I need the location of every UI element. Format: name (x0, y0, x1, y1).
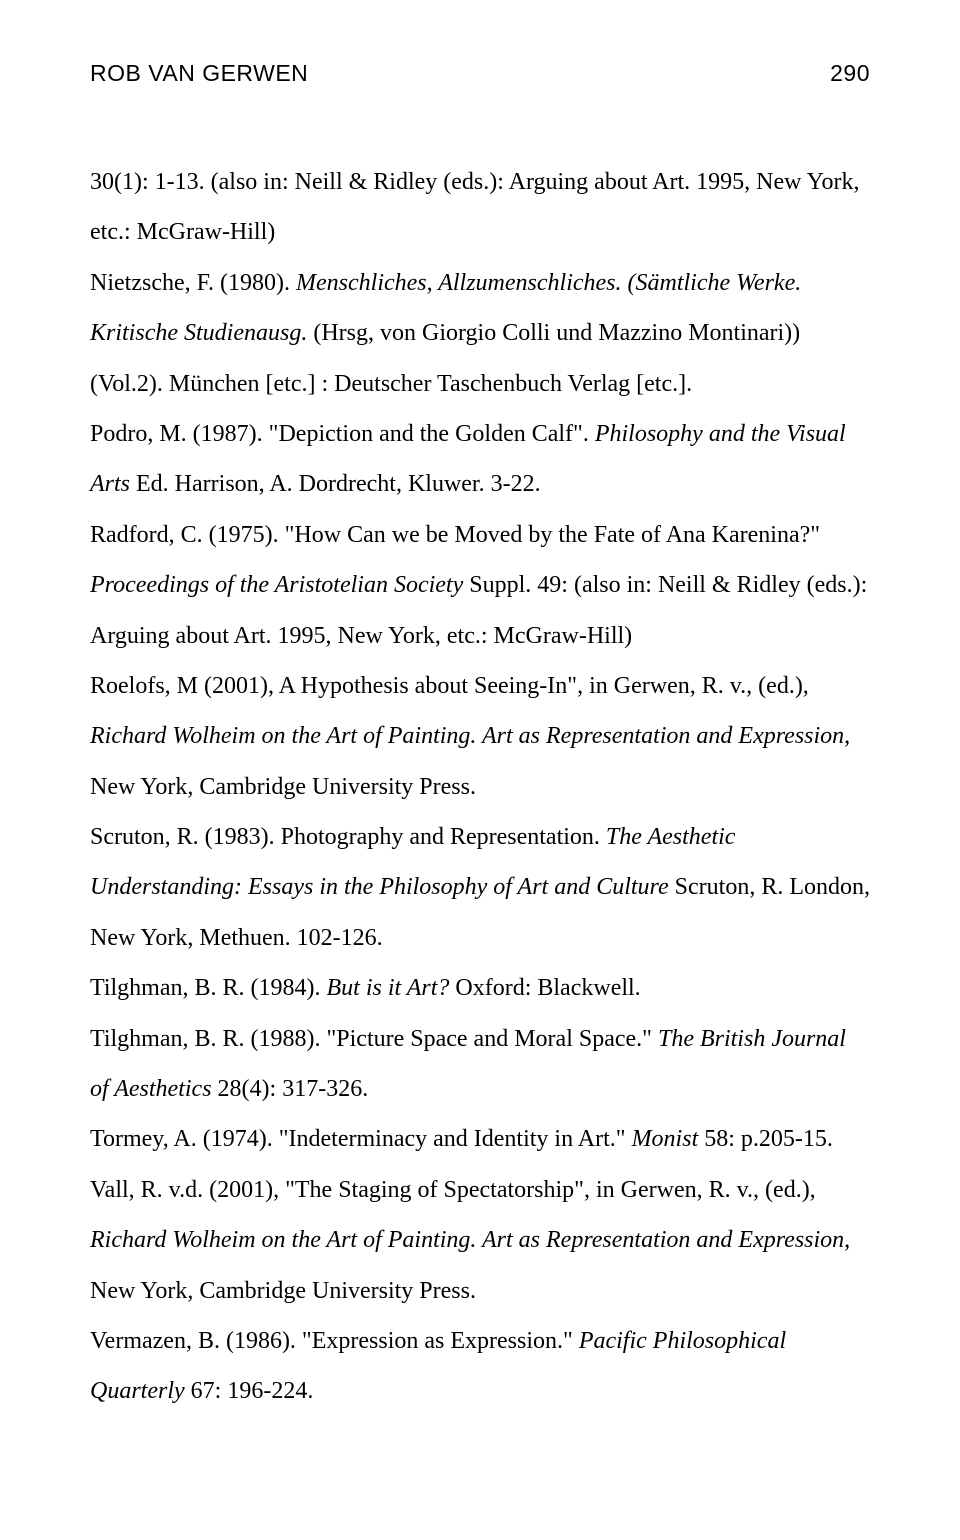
ref-6-plain: Scruton, R. (1983). Photography and Repr… (90, 824, 606, 850)
ref-8-tail: 28(4): 317-326. (212, 1076, 369, 1102)
ref-5-plain: Roelofs, M (2001), A Hypothesis about Se… (90, 673, 809, 699)
ref-10-plain: Vall, R. v.d. (2001), "The Staging of Sp… (90, 1177, 816, 1203)
ref-8-plain: Tilghman, B. R. (1988). "Picture Space a… (90, 1026, 658, 1052)
ref-11-tail: 67: 196-224. (185, 1378, 314, 1404)
ref-4-italic: Proceedings of the Aristotelian Society (90, 572, 463, 598)
ref-7-tail: Oxford: Blackwell. (449, 975, 640, 1001)
header-author: ROB VAN GERWEN (90, 60, 308, 87)
page-container: ROB VAN GERWEN 290 30(1): 1-13. (also in… (0, 0, 960, 1477)
ref-11-plain: Vermazen, B. (1986). "Expression as Expr… (90, 1328, 579, 1354)
page-header: ROB VAN GERWEN 290 (90, 60, 870, 87)
ref-4-plain: Radford, C. (1975). "How Can we be Moved… (90, 522, 820, 548)
ref-3-tail: Ed. Harrison, A. Dordrecht, Kluwer. 3-22… (130, 471, 541, 497)
ref-7-italic: But is it Art? (326, 975, 449, 1001)
header-page-number: 290 (830, 60, 870, 87)
ref-5-italic: Richard Wolheim on the Art of Painting. … (90, 723, 844, 749)
references-body: 30(1): 1-13. (also in: Neill & Ridley (e… (90, 157, 870, 1417)
ref-9-plain: Tormey, A. (1974). "Indeterminacy and Id… (90, 1126, 632, 1152)
ref-2-plain: Nietzsche, F. (1980). (90, 270, 296, 296)
ref-9-italic: Monist (632, 1126, 699, 1152)
ref-1: 30(1): 1-13. (also in: Neill & Ridley (e… (90, 169, 860, 245)
ref-3-plain: Podro, M. (1987). "Depiction and the Gol… (90, 421, 595, 447)
ref-10-italic: Richard Wolheim on the Art of Painting. … (90, 1227, 844, 1253)
ref-9-tail: 58: p.205-15. (698, 1126, 833, 1152)
ref-7-plain: Tilghman, B. R. (1984). (90, 975, 326, 1001)
